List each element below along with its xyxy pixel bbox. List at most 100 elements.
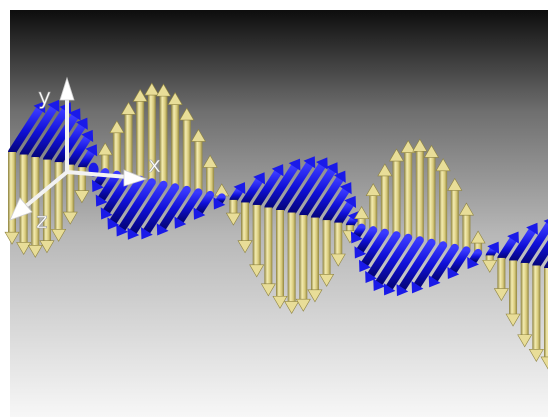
x-axis-line — [66, 170, 129, 179]
electric-vector-arrowhead — [412, 138, 428, 152]
magnetic-vector-shaft — [97, 170, 121, 203]
electric-vector-arrowhead — [167, 91, 183, 105]
electric-vector-arrowhead — [120, 101, 137, 115]
electric-vector-arrowhead — [517, 334, 533, 348]
magnetic-vector-arrowhead — [365, 270, 377, 284]
z-axis-arrowhead — [9, 197, 33, 221]
magnetic-vector-shaft — [176, 188, 203, 225]
electric-vector-shaft — [404, 152, 413, 238]
magnetic-vector-shaft — [520, 220, 548, 267]
magnetic-vector-arrowhead — [213, 197, 226, 210]
magnetic-vector-arrowhead — [33, 101, 46, 114]
electric-vector-arrowhead — [109, 120, 125, 134]
electric-vector-arrowhead — [447, 177, 463, 191]
electric-vector-shaft — [66, 164, 75, 213]
magnetic-vector-arrowhead — [487, 241, 500, 254]
magnetic-vector-shaft — [31, 106, 70, 162]
magnetic-vector-shaft — [8, 105, 44, 156]
magnetic-vector-arrowhead — [116, 224, 129, 237]
magnetic-vector-shaft — [276, 160, 314, 214]
electric-vector-shaft — [497, 257, 506, 289]
electric-vector-shaft — [276, 210, 284, 297]
electric-vector-shaft — [287, 212, 296, 302]
electric-vector-arrowhead — [27, 244, 43, 258]
electric-vector-shaft — [8, 152, 16, 233]
magnetic-vector-arrowhead — [347, 211, 360, 224]
magnetic-vector-shaft — [264, 162, 299, 212]
magnetic-vector-shaft — [129, 180, 168, 236]
electric-vector-shaft — [380, 175, 389, 233]
magnetic-vector-arrowhead — [68, 108, 81, 121]
electric-vector-arrowhead — [272, 295, 288, 309]
electric-vector-shaft — [322, 220, 331, 275]
electric-vector-shaft — [264, 207, 273, 284]
magnetic-vector-arrowhead — [76, 117, 88, 130]
x-axis-label: x — [148, 153, 161, 178]
magnetic-vector-arrowhead — [316, 157, 328, 170]
magnetic-vector-shaft — [215, 193, 226, 206]
electric-vector-arrowhead — [225, 212, 241, 226]
magnetic-vector-shaft — [252, 168, 282, 209]
magnetic-vector-arrowhead — [326, 162, 338, 175]
magnetic-vector-shaft — [375, 233, 413, 287]
magnetic-vector-arrowhead — [253, 172, 266, 185]
magnetic-vector-arrowhead — [303, 156, 316, 169]
electric-vector-shaft — [136, 101, 145, 180]
electric-vector-arrowhead — [482, 259, 498, 273]
magnetic-vector-shaft — [430, 243, 459, 284]
magnetic-vector-arrowhead — [174, 216, 187, 229]
magnetic-vector-shaft — [356, 226, 378, 255]
magnetic-vector-shaft — [118, 178, 156, 233]
electric-vector-arrowhead — [319, 273, 335, 287]
magnetic-field-vectors-front — [91, 168, 483, 297]
y-axis-arrowhead — [59, 76, 75, 101]
electric-vector-shaft — [42, 159, 51, 241]
magnetic-vector-shaft — [334, 200, 355, 227]
magnetic-vector-arrowhead — [354, 246, 367, 259]
electric-vector-arrowhead — [470, 230, 486, 244]
electric-vector-arrowhead — [155, 83, 172, 97]
electric-vector-arrowhead — [330, 253, 346, 267]
electric-vector-shaft — [439, 170, 448, 246]
magnetic-vector-arrowhead — [107, 217, 120, 230]
magnetic-vector-shaft — [299, 166, 337, 220]
magnetic-vector-arrowhead — [288, 158, 301, 171]
magnetic-vector-arrowhead — [233, 182, 246, 195]
magnetic-vector-shaft — [509, 227, 537, 265]
magnetic-vector-arrowhead — [81, 129, 94, 143]
electric-vector-arrowhead — [423, 144, 440, 158]
electric-field-vectors — [4, 82, 548, 370]
electric-vector-shaft — [19, 154, 28, 243]
magnetic-vector-arrowhead — [428, 275, 441, 288]
electric-vector-shaft — [310, 217, 319, 290]
magnetic-vector-shaft — [398, 238, 436, 292]
electric-vector-shaft — [532, 265, 541, 350]
magnetic-vector-arrowhead — [91, 179, 104, 192]
electric-vector-arrowhead — [458, 202, 474, 216]
magnetic-vector-shaft — [42, 112, 79, 164]
electric-vector-arrowhead — [74, 190, 90, 204]
electric-vector-shaft — [415, 151, 424, 241]
electric-vector-shaft — [334, 222, 343, 254]
electric-vector-shaft — [54, 162, 63, 230]
magnetic-vector-shaft — [19, 104, 58, 159]
electric-vector-arrowhead — [365, 183, 381, 196]
magnetic-vector-shaft — [367, 231, 401, 279]
electric-vector-shaft — [194, 141, 203, 193]
magnetic-vector-shaft — [322, 186, 350, 225]
magnetic-vector-shaft — [241, 176, 264, 207]
electric-vector-arrowhead — [132, 88, 148, 102]
magnetic-vector-shaft — [158, 185, 191, 232]
magnetic-vector-shaft — [497, 235, 518, 262]
electric-vector-shaft — [124, 114, 133, 178]
electric-vector-shaft — [485, 255, 494, 261]
magnetic-vector-arrowhead — [507, 231, 519, 244]
magnetic-vector-arrowhead — [100, 207, 113, 220]
magnetic-vector-shaft — [66, 134, 92, 169]
magnetic-vector-arrowhead — [333, 170, 346, 183]
electric-vector-arrowhead — [388, 148, 405, 162]
magnetic-vector-shaft — [360, 228, 389, 268]
electric-vector-arrowhead — [97, 142, 113, 156]
electric-vector-arrowhead — [16, 242, 32, 256]
